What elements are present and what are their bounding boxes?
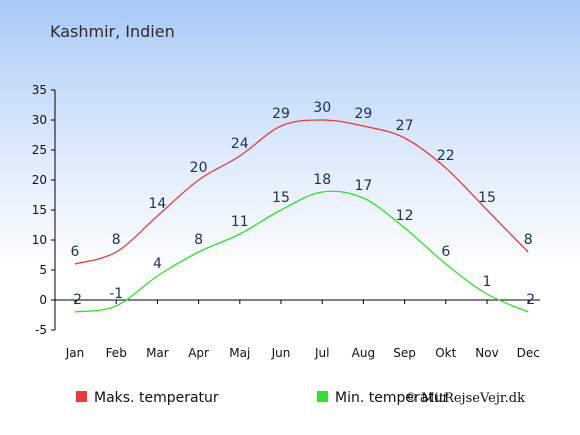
data-label-max: 29 bbox=[354, 106, 372, 122]
data-label-max: 27 bbox=[396, 118, 414, 134]
data-label-min: 17 bbox=[354, 178, 372, 194]
legend-swatch-min bbox=[317, 391, 328, 402]
x-tick-label: Dec bbox=[517, 346, 540, 360]
x-tick-label: Jul bbox=[314, 346, 329, 360]
data-label-max: 15 bbox=[478, 190, 496, 206]
x-tick-label: Feb bbox=[106, 346, 127, 360]
legend: Maks. temperatur Min. temperatur bbox=[76, 390, 449, 406]
data-label-min: -2 bbox=[521, 292, 535, 308]
legend-label-min: Min. temperatur bbox=[335, 390, 449, 406]
x-tick-label: Jan bbox=[65, 346, 85, 360]
x-tick-label: Nov bbox=[475, 346, 498, 360]
data-label-max: 8 bbox=[524, 232, 533, 248]
data-label-min: 6 bbox=[441, 244, 450, 260]
x-tick-label: Maj bbox=[229, 346, 250, 360]
series-layer bbox=[74, 119, 529, 313]
x-tick-label: Okt bbox=[435, 346, 456, 360]
x-tick-label: Jun bbox=[271, 346, 291, 360]
x-tick-label: Sep bbox=[393, 346, 416, 360]
y-tick-label: 25 bbox=[32, 143, 47, 157]
data-label-min: 1 bbox=[483, 274, 492, 290]
series-line-min bbox=[74, 190, 529, 313]
y-tick-label: 15 bbox=[32, 203, 47, 217]
data-label-max: 20 bbox=[190, 160, 208, 176]
y-tick-label: 5 bbox=[39, 263, 47, 277]
data-label-max: 6 bbox=[71, 244, 80, 260]
y-tick-label: 20 bbox=[32, 173, 47, 187]
data-label-min: -2 bbox=[68, 292, 82, 308]
data-label-max: 29 bbox=[272, 106, 290, 122]
credit-text: © MitRejseVejr.dk bbox=[404, 391, 525, 406]
legend-label-max: Maks. temperatur bbox=[94, 390, 219, 406]
x-tick-label: Apr bbox=[188, 346, 209, 360]
legend-swatch-max bbox=[76, 391, 87, 402]
data-label-min: 11 bbox=[231, 214, 249, 230]
data-labels: 6 8 14 20 24 29 30 29 27 22 15 8 -2 -1 4 8 11 15 18 17 12 6 1 -… bbox=[68, 100, 535, 308]
data-label-min: 4 bbox=[153, 256, 162, 272]
x-tick-label: Aug bbox=[352, 346, 375, 360]
data-label-min: 12 bbox=[396, 208, 414, 224]
y-tick-label: 10 bbox=[32, 233, 47, 247]
data-label-min: 18 bbox=[313, 172, 331, 188]
data-label-max: 8 bbox=[112, 232, 121, 248]
data-label-min: 15 bbox=[272, 190, 290, 206]
data-label-max: 24 bbox=[231, 136, 249, 152]
chart-title: Kashmir, Indien bbox=[50, 22, 175, 41]
y-tick-label: 35 bbox=[32, 83, 47, 97]
axes: -5 0 5 10 15 20 25 30 35 Jan Feb Mar Apr Maj Jun Jul Aug… bbox=[32, 83, 540, 360]
data-label-max: 22 bbox=[437, 148, 455, 164]
data-label-min: -1 bbox=[109, 286, 123, 302]
x-tick-label: Mar bbox=[146, 346, 169, 360]
y-tick-label: 30 bbox=[32, 113, 47, 127]
data-label-max: 14 bbox=[148, 196, 166, 212]
data-label-max: 30 bbox=[313, 100, 331, 116]
series-line-max bbox=[74, 119, 529, 265]
data-label-min: 8 bbox=[194, 232, 203, 248]
y-tick-label: 0 bbox=[39, 293, 47, 307]
y-tick-label: -5 bbox=[35, 323, 47, 337]
